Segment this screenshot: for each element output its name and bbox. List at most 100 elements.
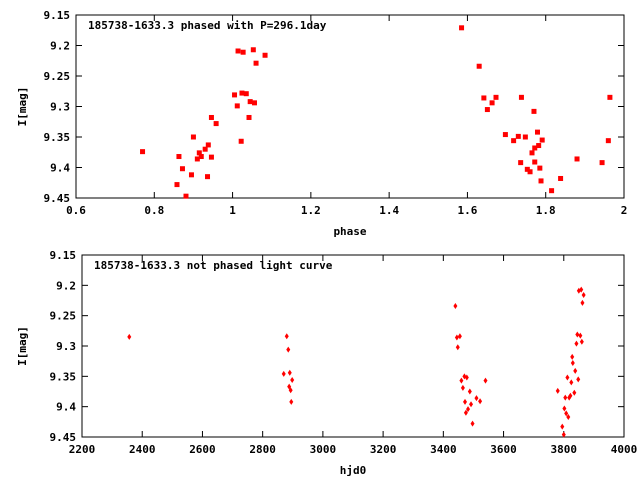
x-tick-label: 0.6 — [66, 204, 86, 217]
data-point — [483, 377, 488, 384]
data-point — [502, 132, 508, 138]
data-point — [481, 95, 487, 101]
data-point — [463, 398, 468, 405]
data-point — [574, 340, 579, 347]
y-tick-label: 9.15 — [50, 249, 77, 262]
data-point — [534, 129, 540, 135]
data-point — [205, 174, 211, 180]
chart-1: 0.6 0.8 1 1.2 1.4 1.6 1.8 2 9.15 9.2 9.25 9.3 9.35 9.… — [16, 9, 627, 238]
data-point — [213, 121, 219, 127]
data-point — [174, 182, 180, 188]
x-axis-label: hjd0 — [340, 464, 367, 477]
y-tick-label: 9.35 — [44, 131, 71, 144]
x-tick-label: 3200 — [370, 443, 397, 456]
data-point — [253, 60, 259, 66]
data-point — [484, 107, 490, 113]
data-point — [562, 405, 567, 412]
data-point — [532, 159, 538, 165]
y-tick-label: 9.3 — [50, 101, 70, 114]
data-point — [457, 333, 462, 340]
data-point — [235, 48, 241, 54]
data-point — [518, 160, 524, 166]
data-point — [561, 431, 566, 438]
data-point — [290, 376, 295, 383]
x-tick-label: 2600 — [189, 443, 216, 456]
y-tick-label: 9.45 — [44, 192, 71, 205]
data-point — [205, 142, 211, 148]
x-tick-label: 4000 — [611, 443, 638, 456]
data-point — [538, 178, 544, 184]
data-point — [579, 338, 584, 345]
x-tick-label: 1.8 — [536, 204, 556, 217]
y-tick-label: 9.2 — [56, 279, 76, 292]
data-point — [179, 166, 185, 172]
y-tick-label: 9.45 — [50, 431, 77, 444]
data-point — [576, 376, 581, 383]
data-point — [455, 344, 460, 351]
data-point — [474, 395, 479, 402]
data-point — [238, 138, 244, 144]
data-point — [284, 333, 289, 340]
data-point — [208, 154, 214, 160]
x-tick-label: 0.8 — [144, 204, 164, 217]
x-tick-label: 2800 — [249, 443, 276, 456]
data-point — [188, 172, 194, 178]
data-point — [476, 63, 482, 69]
data-point — [234, 103, 240, 109]
data-point — [605, 138, 611, 144]
data-point — [469, 401, 474, 408]
data-point — [575, 331, 580, 338]
data-point — [251, 100, 257, 106]
data-point — [464, 374, 469, 381]
data-point — [459, 25, 465, 31]
data-point — [281, 370, 286, 377]
x-tick-label: 2 — [621, 204, 628, 217]
data-point — [243, 91, 249, 97]
y-tick-label: 9.25 — [44, 70, 71, 83]
x-tick-label: 1.6 — [457, 204, 477, 217]
x-tick-label: 2200 — [69, 443, 96, 456]
data-point — [470, 420, 475, 427]
data-point — [578, 332, 583, 339]
data-point — [566, 413, 571, 420]
x-tick-label: 2400 — [129, 443, 156, 456]
data-point — [287, 369, 292, 376]
x-axis-label: phase — [333, 225, 366, 238]
data-point — [511, 138, 517, 144]
data-point — [560, 423, 565, 430]
y-tick-label: 9.4 — [50, 162, 70, 175]
data-point — [194, 156, 200, 162]
data-point — [524, 166, 530, 172]
y-tick-label: 9.25 — [50, 310, 77, 323]
data-point — [572, 389, 577, 396]
data-point — [558, 175, 564, 181]
y-axis-label: I[mag] — [16, 87, 29, 127]
data-point — [569, 379, 574, 386]
data-point — [568, 392, 573, 399]
data-point — [570, 359, 575, 366]
data-point — [239, 90, 245, 96]
data-point — [518, 94, 524, 100]
x-tick-label: 3400 — [430, 443, 457, 456]
data-point — [580, 299, 585, 306]
data-point — [240, 49, 246, 55]
y-axis-label: I[mag] — [16, 326, 29, 366]
plot-frame — [81, 254, 625, 438]
y-tick-label: 9.2 — [50, 40, 70, 53]
data-point — [250, 47, 256, 53]
data-point — [467, 388, 472, 395]
data-point — [564, 410, 569, 417]
data-point — [196, 150, 202, 156]
data-point — [247, 99, 253, 105]
data-point — [202, 146, 208, 152]
data-point — [262, 52, 268, 58]
data-point — [522, 134, 528, 140]
x-tick-label: 1.2 — [301, 204, 321, 217]
data-point — [289, 398, 294, 405]
data-point — [574, 156, 580, 162]
data-point — [573, 367, 578, 374]
x-tick-label: 3000 — [310, 443, 337, 456]
data-point — [536, 143, 542, 149]
data-point — [532, 145, 538, 151]
